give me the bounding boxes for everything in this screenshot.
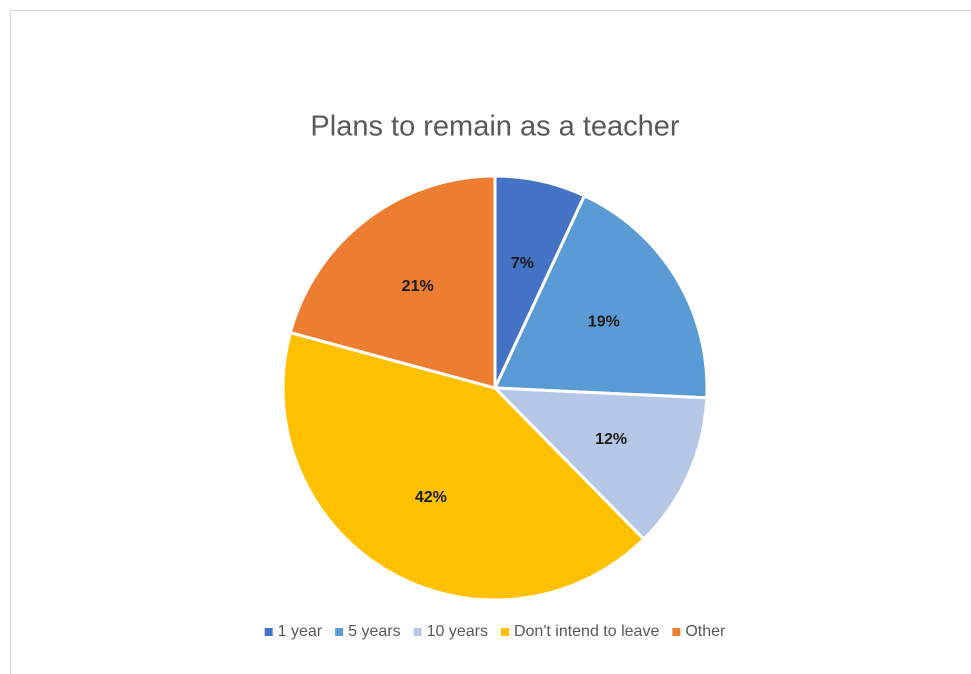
data-label: 7% [511, 255, 534, 272]
legend-label: Don't intend to leave [514, 623, 659, 640]
data-label: 12% [595, 431, 627, 448]
legend-label: 1 year [278, 623, 323, 640]
legend-swatch [335, 628, 344, 636]
legend-label: 10 years [427, 623, 488, 640]
data-label: 42% [415, 489, 447, 506]
legend-swatch [672, 628, 681, 636]
legend-swatch [500, 628, 509, 636]
pie-slice [288, 174, 497, 390]
legend: 1 year 5 years 10 years Don't intend to lea… [264, 623, 726, 640]
pie-slice [281, 330, 646, 602]
chart-title: Plans to remain as a teacher [310, 111, 679, 143]
pie-slice [491, 386, 709, 542]
legend-label: Other [685, 623, 726, 640]
legend-label: 5 years [348, 623, 400, 640]
legend-swatch [264, 628, 273, 636]
legend-swatch [413, 628, 422, 636]
data-label: 19% [588, 313, 620, 330]
data-label: 21% [402, 278, 434, 295]
pie-slice [492, 193, 709, 400]
